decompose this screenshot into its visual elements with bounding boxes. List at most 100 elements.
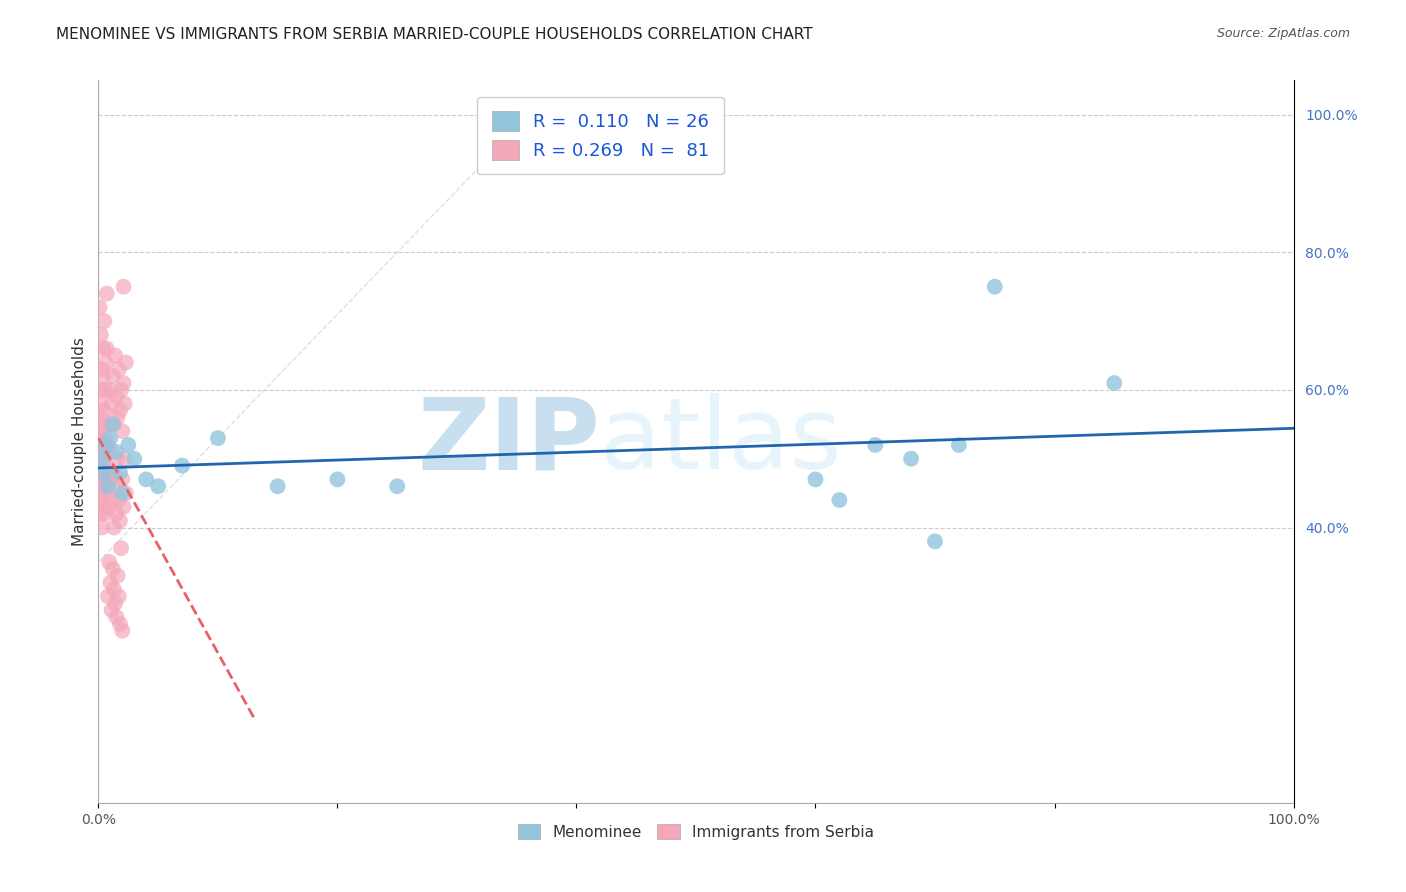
Point <box>97 479 120 493</box>
Point <box>104 349 127 363</box>
Point <box>94 438 117 452</box>
Point <box>108 616 131 631</box>
Point <box>96 458 118 473</box>
Legend: Menominee, Immigrants from Serbia: Menominee, Immigrants from Serbia <box>512 818 880 846</box>
Point <box>326 472 349 486</box>
Point <box>94 507 117 521</box>
Point <box>112 279 135 293</box>
Point <box>96 286 118 301</box>
Point <box>94 383 117 397</box>
Point <box>94 431 117 445</box>
Point <box>90 327 112 342</box>
Point <box>97 466 120 480</box>
Point <box>111 624 134 638</box>
Point <box>91 500 114 514</box>
Point <box>107 451 129 466</box>
Point <box>90 479 112 493</box>
Point <box>900 451 922 466</box>
Point <box>112 500 135 514</box>
Point <box>89 438 111 452</box>
Point <box>107 362 129 376</box>
Point <box>105 610 128 624</box>
Point <box>91 445 114 459</box>
Point <box>105 390 128 404</box>
Point <box>207 431 229 445</box>
Point <box>267 479 290 493</box>
Point <box>924 534 946 549</box>
Point <box>108 403 131 417</box>
Text: ZIP: ZIP <box>418 393 600 490</box>
Point <box>89 451 111 466</box>
Point <box>91 369 114 384</box>
Point <box>115 355 138 369</box>
Point <box>94 355 117 369</box>
Point <box>1104 376 1126 390</box>
Point <box>114 397 136 411</box>
Point <box>107 590 129 604</box>
Point <box>108 466 131 480</box>
Point <box>107 568 129 582</box>
Point <box>101 369 124 384</box>
Point <box>91 493 114 508</box>
Point <box>385 479 409 493</box>
Point <box>90 507 112 521</box>
Point <box>111 486 134 500</box>
Point <box>117 438 139 452</box>
Point <box>90 466 112 480</box>
Point <box>98 431 122 445</box>
Point <box>89 486 111 500</box>
Point <box>104 596 127 610</box>
Y-axis label: Married-couple Households: Married-couple Households <box>72 337 87 546</box>
Point <box>105 445 128 459</box>
Point <box>172 458 194 473</box>
Point <box>124 451 146 466</box>
Point <box>91 466 114 480</box>
Point <box>107 410 129 425</box>
Point <box>93 479 115 493</box>
Text: MENOMINEE VS IMMIGRANTS FROM SERBIA MARRIED-COUPLE HOUSEHOLDS CORRELATION CHART: MENOMINEE VS IMMIGRANTS FROM SERBIA MARR… <box>56 27 813 42</box>
Point <box>105 507 128 521</box>
Point <box>91 362 114 376</box>
Point <box>89 431 111 445</box>
Point <box>89 301 111 315</box>
Point <box>103 520 125 534</box>
Point <box>98 445 122 459</box>
Point <box>101 417 124 432</box>
Text: atlas: atlas <box>600 393 842 490</box>
Point <box>91 451 114 466</box>
Point <box>91 520 114 534</box>
Point <box>101 562 124 576</box>
Point <box>91 410 114 425</box>
Point <box>984 279 1007 293</box>
Point <box>96 486 118 500</box>
Point <box>100 397 122 411</box>
Point <box>93 403 115 417</box>
Point <box>148 479 170 493</box>
Point <box>97 590 120 604</box>
Point <box>108 514 131 528</box>
Point <box>91 383 114 397</box>
Text: Source: ZipAtlas.com: Source: ZipAtlas.com <box>1216 27 1350 40</box>
Point <box>97 438 120 452</box>
Point <box>103 582 125 597</box>
Point <box>107 493 129 508</box>
Point <box>101 466 124 480</box>
Point <box>96 342 118 356</box>
Point <box>98 500 121 514</box>
Point <box>100 603 122 617</box>
Point <box>98 555 121 569</box>
Point <box>98 575 122 590</box>
Point <box>828 493 851 508</box>
Point <box>91 424 114 438</box>
Point <box>98 472 122 486</box>
Point <box>111 472 134 486</box>
Point <box>90 397 112 411</box>
Point <box>89 472 111 486</box>
Point <box>865 438 887 452</box>
Point <box>90 417 112 432</box>
Point <box>114 451 136 466</box>
Point <box>98 383 122 397</box>
Point <box>93 314 115 328</box>
Point <box>804 472 827 486</box>
Point <box>110 541 132 556</box>
